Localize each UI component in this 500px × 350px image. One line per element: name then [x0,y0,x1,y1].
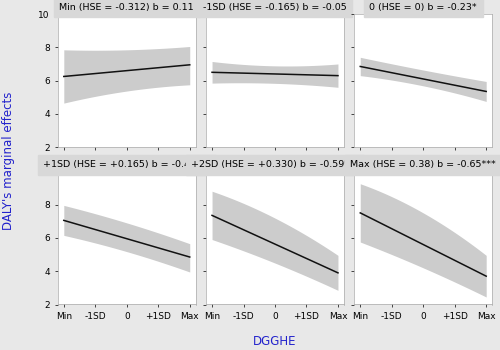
Title: 0 (HSE = 0) b = -0.23*: 0 (HSE = 0) b = -0.23* [370,3,477,12]
Title: Min (HSE = -0.312) b = 0.11: Min (HSE = -0.312) b = 0.11 [60,3,194,12]
Title: +2SD (HSE = +0.330) b = -0.59***: +2SD (HSE = +0.330) b = -0.59*** [191,160,359,169]
Title: +1SD (HSE = +0.165) b = -0.41***: +1SD (HSE = +0.165) b = -0.41*** [43,160,210,169]
Text: DALY's marginal effects: DALY's marginal effects [2,92,16,230]
Title: Max (HSE = 0.38) b = -0.65***: Max (HSE = 0.38) b = -0.65*** [350,160,496,169]
Text: DGGHE: DGGHE [254,335,297,348]
Title: -1SD (HSE = -0.165) b = -0.05: -1SD (HSE = -0.165) b = -0.05 [203,3,347,12]
